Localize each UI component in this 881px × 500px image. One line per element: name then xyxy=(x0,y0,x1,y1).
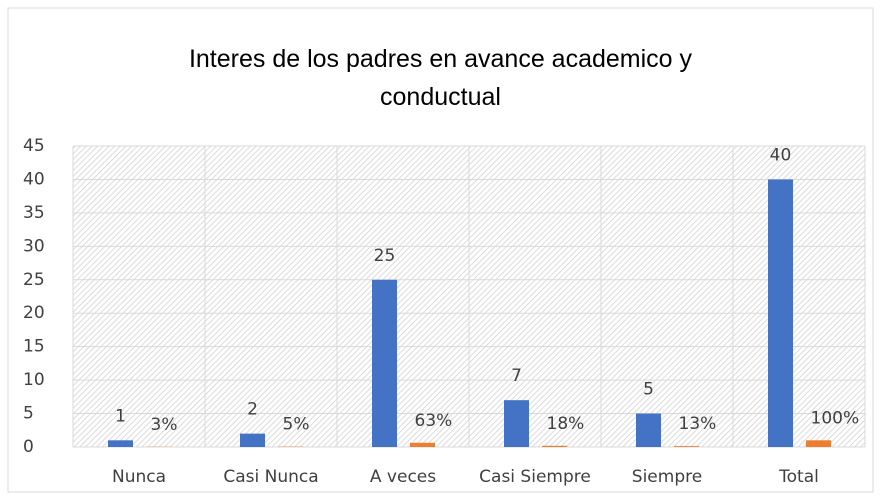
bar xyxy=(240,433,265,447)
bar xyxy=(504,400,529,447)
data-label: 1 xyxy=(115,406,126,426)
bar xyxy=(372,279,397,447)
x-tick-label: Nunca xyxy=(112,467,166,487)
data-label: 2 xyxy=(247,400,258,420)
bar xyxy=(768,179,793,447)
data-label: 3% xyxy=(151,415,178,435)
bar xyxy=(636,413,661,447)
y-tick-label: 5 xyxy=(23,404,34,424)
bar xyxy=(410,442,435,447)
y-tick-label: 40 xyxy=(23,169,45,189)
data-label: 7 xyxy=(511,366,522,386)
y-tick-label: 10 xyxy=(23,370,45,390)
data-label: 13% xyxy=(679,414,717,434)
data-label: 5 xyxy=(643,380,654,400)
chart-title: Interes de los padres en avance academic… xyxy=(188,45,693,111)
data-label: 40 xyxy=(770,145,792,165)
bar xyxy=(108,440,133,447)
data-label: 100% xyxy=(811,408,860,428)
y-tick-label: 25 xyxy=(23,270,45,290)
x-tick-label: Casi Siempre xyxy=(479,467,591,487)
y-tick-label: 20 xyxy=(23,303,45,323)
data-label: 18% xyxy=(547,414,585,434)
data-label: 63% xyxy=(415,411,453,431)
data-label: 5% xyxy=(283,415,310,435)
y-tick-label: 45 xyxy=(23,136,45,156)
bar xyxy=(674,446,699,447)
x-tick-label: Casi Nunca xyxy=(223,467,318,487)
y-tick-label: 15 xyxy=(23,337,45,357)
y-tick-label: 0 xyxy=(23,437,34,457)
y-tick-label: 35 xyxy=(23,203,45,223)
x-tick-label: Total xyxy=(778,467,819,487)
x-tick-label: A veces xyxy=(370,467,436,487)
bar xyxy=(542,445,567,447)
x-tick-label: Siempre xyxy=(632,467,702,487)
bar xyxy=(806,440,831,447)
data-label: 25 xyxy=(374,246,396,266)
y-tick-label: 30 xyxy=(23,236,45,256)
